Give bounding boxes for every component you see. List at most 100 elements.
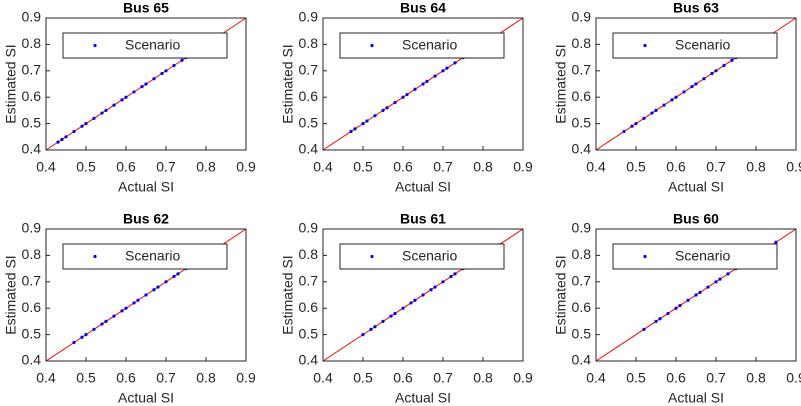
x-tick-label: 0.6 (666, 159, 686, 175)
y-tick-label: 0.4 (299, 141, 319, 157)
scatter-point (72, 129, 76, 134)
scatter-point (674, 306, 678, 310)
y-tick-label: 0.5 (299, 325, 319, 341)
legend-box (612, 32, 778, 59)
scatter-point (622, 129, 626, 134)
scatter-point (353, 127, 357, 131)
x-tick-label: 0.9 (513, 370, 533, 386)
legend-label: Scenario (125, 248, 180, 264)
y-tick-label: 0.4 (22, 141, 42, 157)
scatter-point (132, 301, 136, 305)
scatter-point (56, 140, 60, 144)
y-axis-label: Estimated SI (3, 255, 19, 334)
y-tick-label: 0.9 (572, 220, 592, 236)
scatter-point (642, 116, 646, 120)
scatter-point (650, 111, 654, 115)
subplot: Bus 63 0.4 0.5 0.6 0.7 0.8 0.9 0.4 0.5 0.6 0.7 0.8 0… (553, 0, 801, 195)
scatter-point (124, 306, 128, 310)
scatter-point (140, 85, 144, 89)
y-tick-label: 0.9 (299, 9, 319, 25)
scatter-point (678, 303, 682, 308)
x-axis-label: Actual SI (118, 179, 174, 195)
y-tick-label: 0.7 (22, 62, 42, 78)
scatter-point (164, 69, 168, 73)
x-tick-label: 0.6 (666, 370, 686, 386)
scatter-point (674, 95, 678, 99)
x-tick-label: 0.7 (156, 370, 176, 386)
y-tick-label: 0.8 (22, 246, 42, 262)
legend-marker (93, 43, 97, 48)
scatter-point (164, 280, 168, 284)
scatter-point (112, 103, 116, 107)
x-tick-label: 0.5 (76, 159, 96, 175)
y-tick-label: 0.6 (299, 299, 319, 315)
x-tick-label: 0.5 (353, 159, 373, 175)
scatter-point (112, 314, 116, 318)
scatter-point (429, 288, 433, 292)
scatter-point (104, 319, 108, 323)
y-axis-label: Estimated SI (553, 255, 569, 334)
y-tick-label: 0.6 (22, 88, 42, 104)
x-tick-label: 0.4 (586, 159, 606, 175)
scatter-point (124, 95, 128, 99)
y-tick-label: 0.6 (299, 88, 319, 104)
x-tick-label: 0.6 (393, 159, 413, 175)
scatter-point (84, 122, 88, 126)
scatter-point (441, 69, 445, 73)
scatter-point (445, 66, 449, 70)
x-tick-label: 0.8 (473, 370, 493, 386)
x-tick-label: 0.6 (116, 159, 136, 175)
y-axis-label: Estimated SI (280, 44, 296, 123)
x-tick-label: 0.6 (116, 370, 136, 386)
scatter-point (349, 129, 353, 134)
scatter-point (381, 108, 385, 112)
subplot: Bus 60 0.4 0.5 0.6 0.7 0.8 0.9 0.4 0.5 0.6 0.7 0.8 0… (553, 211, 801, 406)
scatter-point (64, 135, 68, 139)
scatter-point (373, 325, 377, 329)
legend-box (62, 243, 228, 270)
x-tick-label: 0.4 (313, 370, 333, 386)
legend-marker (370, 254, 374, 259)
y-tick-label: 0.5 (572, 325, 592, 341)
scatter-point (401, 306, 405, 310)
scatter-point (60, 137, 64, 142)
y-tick-label: 0.5 (22, 114, 42, 130)
x-tick-label: 0.7 (706, 370, 726, 386)
scatter-point (654, 319, 658, 323)
scatter-point (449, 274, 453, 279)
y-tick-label: 0.7 (299, 62, 319, 78)
y-tick-label: 0.7 (572, 273, 592, 289)
scatter-point (686, 298, 690, 302)
scatter-point (702, 77, 706, 81)
scatter-point (670, 98, 674, 102)
scatter-point (642, 327, 646, 331)
scatter-point (80, 335, 84, 339)
scatter-point (144, 82, 148, 86)
scatter-point (393, 100, 397, 105)
scatter-point (160, 71, 164, 76)
y-tick-label: 0.4 (572, 352, 592, 368)
scatter-point (373, 114, 377, 118)
y-tick-label: 0.5 (22, 325, 42, 341)
scatter-point (634, 122, 638, 126)
scatter-point (401, 95, 405, 99)
scatter-point (441, 280, 445, 284)
scatter-point (714, 69, 718, 73)
x-tick-label: 0.5 (353, 370, 373, 386)
x-axis-label: Actual SI (118, 390, 174, 406)
x-tick-label: 0.8 (746, 159, 766, 175)
x-axis-label: Actual SI (668, 179, 724, 195)
x-tick-label: 0.4 (313, 159, 333, 175)
legend-label: Scenario (402, 37, 457, 53)
y-tick-label: 0.8 (299, 246, 319, 262)
scatter-point (405, 92, 409, 97)
y-tick-label: 0.6 (572, 88, 592, 104)
x-tick-label: 0.7 (156, 159, 176, 175)
x-tick-label: 0.9 (236, 370, 256, 386)
subplot: Bus 64 0.4 0.5 0.6 0.7 0.8 0.9 0.4 0.5 0.6 0.7 0.8 0… (280, 0, 533, 195)
scatter-point (393, 311, 397, 316)
x-tick-label: 0.9 (513, 159, 533, 175)
y-axis-label: Estimated SI (280, 255, 296, 334)
scatter-point (120, 98, 124, 102)
y-tick-label: 0.7 (22, 273, 42, 289)
